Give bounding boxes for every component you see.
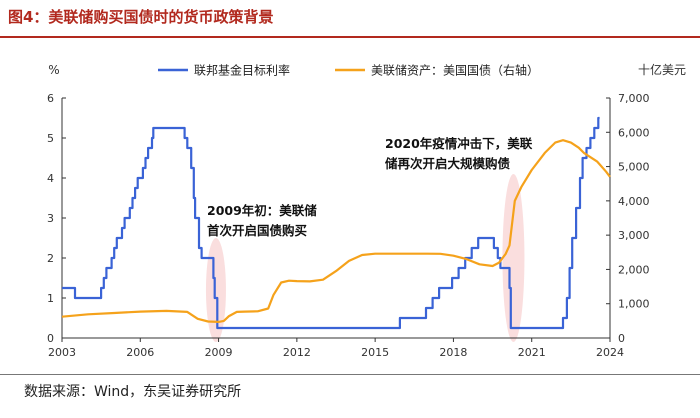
y-right-tick-label: 3,000 — [618, 229, 650, 242]
x-tick-label: 2009 — [205, 346, 233, 359]
figure-title: 图4：美联储购买国债时的货币政策背景 — [8, 8, 274, 26]
y-left-tick-label: 1 — [47, 292, 54, 305]
y-left-tick-label: 3 — [47, 212, 54, 225]
y-right-tick-label: 1,000 — [618, 298, 650, 311]
x-tick-label: 2024 — [596, 346, 624, 359]
y-left-tick-label: 5 — [47, 132, 54, 145]
y-left-unit-label: % — [48, 63, 59, 77]
y-left-tick-label: 6 — [47, 92, 54, 105]
title-divider — [0, 36, 700, 38]
annotation-text: 2009年初：美联储 — [207, 203, 317, 218]
event-highlight — [502, 174, 525, 342]
source-divider — [0, 374, 700, 375]
annotation-text: 首次开启国债购买 — [207, 223, 307, 238]
y-left-tick-label: 0 — [47, 332, 54, 345]
y-right-unit-label: 十亿美元 — [638, 62, 686, 77]
annotation-text: 2020年疫情冲击下，美联 — [385, 136, 533, 151]
x-tick-label: 2012 — [283, 346, 311, 359]
y-left-tick-label: 4 — [47, 172, 54, 185]
event-highlight — [205, 238, 226, 342]
legend-label: 联邦基金目标利率 — [194, 63, 290, 78]
source-note: 数据来源：Wind，东吴证券研究所 — [24, 384, 242, 400]
y-right-tick-label: 0 — [618, 332, 625, 345]
x-tick-label: 2021 — [518, 346, 546, 359]
y-right-tick-label: 4,000 — [618, 195, 650, 208]
y-right-tick-label: 5,000 — [618, 161, 650, 174]
series-line-treasury-holdings — [61, 139, 611, 323]
legend-label: 美联储资产：美国国债（右轴） — [371, 63, 539, 78]
x-tick-label: 2015 — [361, 346, 389, 359]
y-left-tick-label: 2 — [47, 252, 54, 265]
y-right-tick-label: 7,000 — [618, 92, 650, 105]
y-right-tick-label: 6,000 — [618, 126, 650, 139]
x-tick-label: 2006 — [126, 346, 154, 359]
x-tick-label: 2018 — [439, 346, 467, 359]
annotation-text: 储再次开启大规模购债 — [384, 156, 511, 171]
x-tick-label: 2003 — [48, 346, 76, 359]
y-right-tick-label: 2,000 — [618, 263, 650, 276]
series-line-fed-funds-rate — [62, 116, 600, 330]
